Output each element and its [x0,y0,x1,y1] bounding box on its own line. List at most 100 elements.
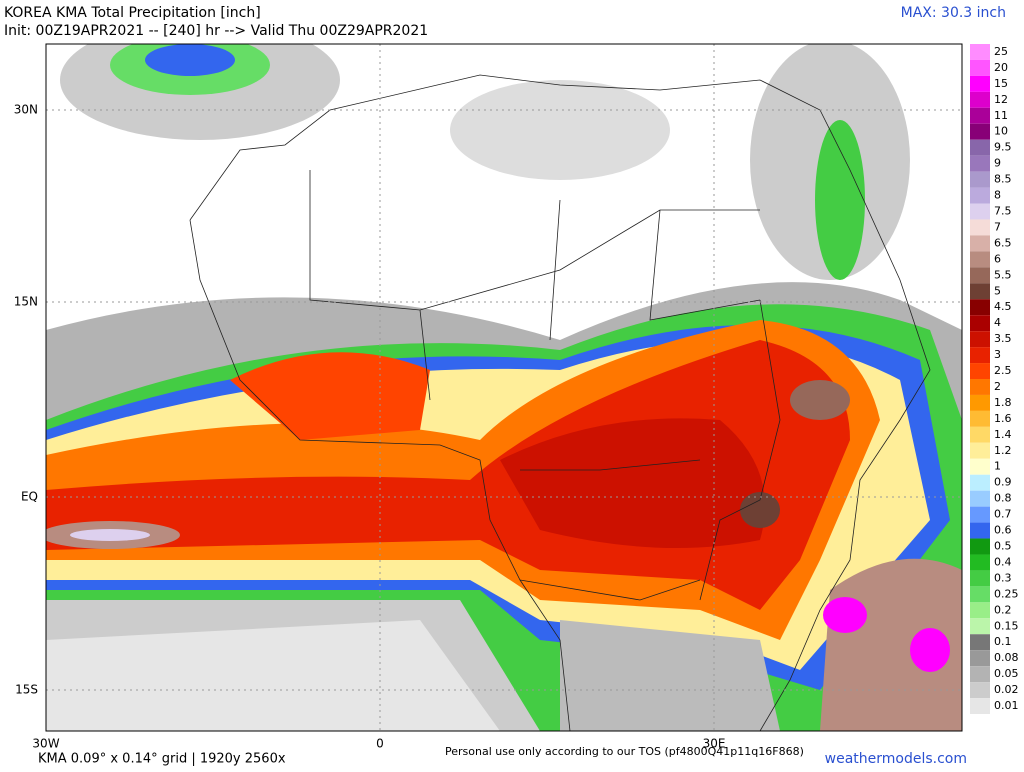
legend-swatch [970,315,990,332]
legend-label: 9.5 [994,141,1012,154]
legend-label: 7.5 [994,205,1012,218]
legend-swatch [970,506,990,523]
legend-label: 20 [994,61,1008,74]
legend-swatch [970,538,990,555]
legend-swatch [970,235,990,252]
legend-label: 6 [994,252,1001,265]
legend-swatch [970,570,990,587]
legend-label: 5.5 [994,268,1012,281]
legend-label: 1.6 [994,412,1012,425]
legend-label: 0.25 [994,587,1019,600]
legend-swatch [970,203,990,220]
legend-label: 0.15 [994,619,1019,632]
map [45,43,963,732]
legend-swatch [970,698,990,714]
legend-swatch [970,554,990,571]
legend-label: 0.5 [994,540,1012,553]
legend-label: 0.08 [994,651,1019,664]
legend-label: 3.5 [994,332,1012,345]
legend-swatch [970,682,990,699]
legend-label: 2 [994,380,1001,393]
legend-label: 5 [994,284,1001,297]
legend-swatch [970,187,990,204]
legend-swatch [970,75,990,92]
legend-label: 0.7 [994,508,1012,521]
lat-labels: 30N 15N EQ 15S [14,103,38,697]
legend-label: 0.02 [994,683,1019,696]
legend-swatch [970,602,990,619]
legend-swatch [970,91,990,108]
legend-label: 0.05 [994,667,1019,680]
legend-swatch [970,251,990,268]
grid-info: KMA 0.09° x 0.14° grid | 1920y 2560x [38,752,286,767]
legend-label: 0.9 [994,476,1012,489]
legend-label: 0.4 [994,555,1012,568]
legend-label: 1 [994,460,1001,473]
lon-label: 30E [703,737,726,751]
legend-label: 0.1 [994,635,1012,648]
lat-label: EQ [21,490,38,504]
legend-swatch [970,107,990,124]
legend-swatch [970,123,990,140]
legend-swatch [970,331,990,348]
legend-label: 12 [994,93,1008,106]
legend-label: 1.4 [994,428,1012,441]
tos: Personal use only according to our TOS (… [445,745,804,758]
legend-swatch [970,299,990,316]
legend-swatch [970,618,990,635]
legend-swatch [970,283,990,300]
legend-swatch [970,490,990,507]
legend-swatch [970,426,990,443]
legend-label: 4 [994,316,1001,329]
legend-swatch [970,379,990,395]
lat-label: 15N [14,295,38,309]
legend-swatch [970,458,990,475]
legend-swatch [970,363,990,379]
max-value: MAX: 30.3 inch [901,5,1006,21]
legend-swatch [970,522,990,539]
legend-label: 0.6 [994,524,1012,537]
legend-label: 9 [994,157,1001,170]
legend-swatch [970,474,990,491]
legend-label: 0.8 [994,492,1012,505]
site: weathermodels.com [825,751,967,767]
legend-label: 8.5 [994,173,1012,186]
graticule [46,44,962,731]
legend-swatch [970,139,990,156]
legend-swatch [970,59,990,76]
legend-swatch [970,394,990,411]
legend-label: 25 [994,45,1008,58]
legend-swatch [970,634,990,651]
legend-swatch [970,267,990,284]
legend-label: 7 [994,220,1001,233]
legend-swatch [970,155,990,172]
subtitle: Init: 00Z19APR2021 -- [240] hr --> Valid… [4,23,428,39]
legend-swatch [970,347,990,364]
legend-swatch [970,586,990,603]
legend-label: 1.2 [994,444,1012,457]
legend-label: 1.8 [994,396,1012,409]
legend-label: 4.5 [994,300,1012,313]
lon-label: 30W [32,737,59,751]
legend-swatch [970,171,990,188]
lat-label: 30N [14,103,38,117]
legend-swatch [970,650,990,667]
lon-label: 0 [376,737,384,751]
title: KOREA KMA Total Precipitation [inch] [4,5,261,21]
legend-label: 6.5 [994,236,1012,249]
legend-swatch [970,442,990,459]
legend-swatch [970,666,990,683]
lon-labels: 30W 0 30E [32,737,725,751]
legend-label: 0.3 [994,571,1012,584]
legend-label: 2.5 [994,364,1012,377]
legend-swatch [970,219,990,236]
legend-label: 10 [994,125,1008,138]
legend-label: 0.01 [994,699,1019,712]
legend-label: 8 [994,189,1001,202]
legend-label: 15 [994,77,1008,90]
legend-label: 11 [994,109,1008,122]
legend-label: 0.2 [994,603,1012,616]
legend-swatch [970,44,990,60]
legend-label: 3 [994,348,1001,361]
